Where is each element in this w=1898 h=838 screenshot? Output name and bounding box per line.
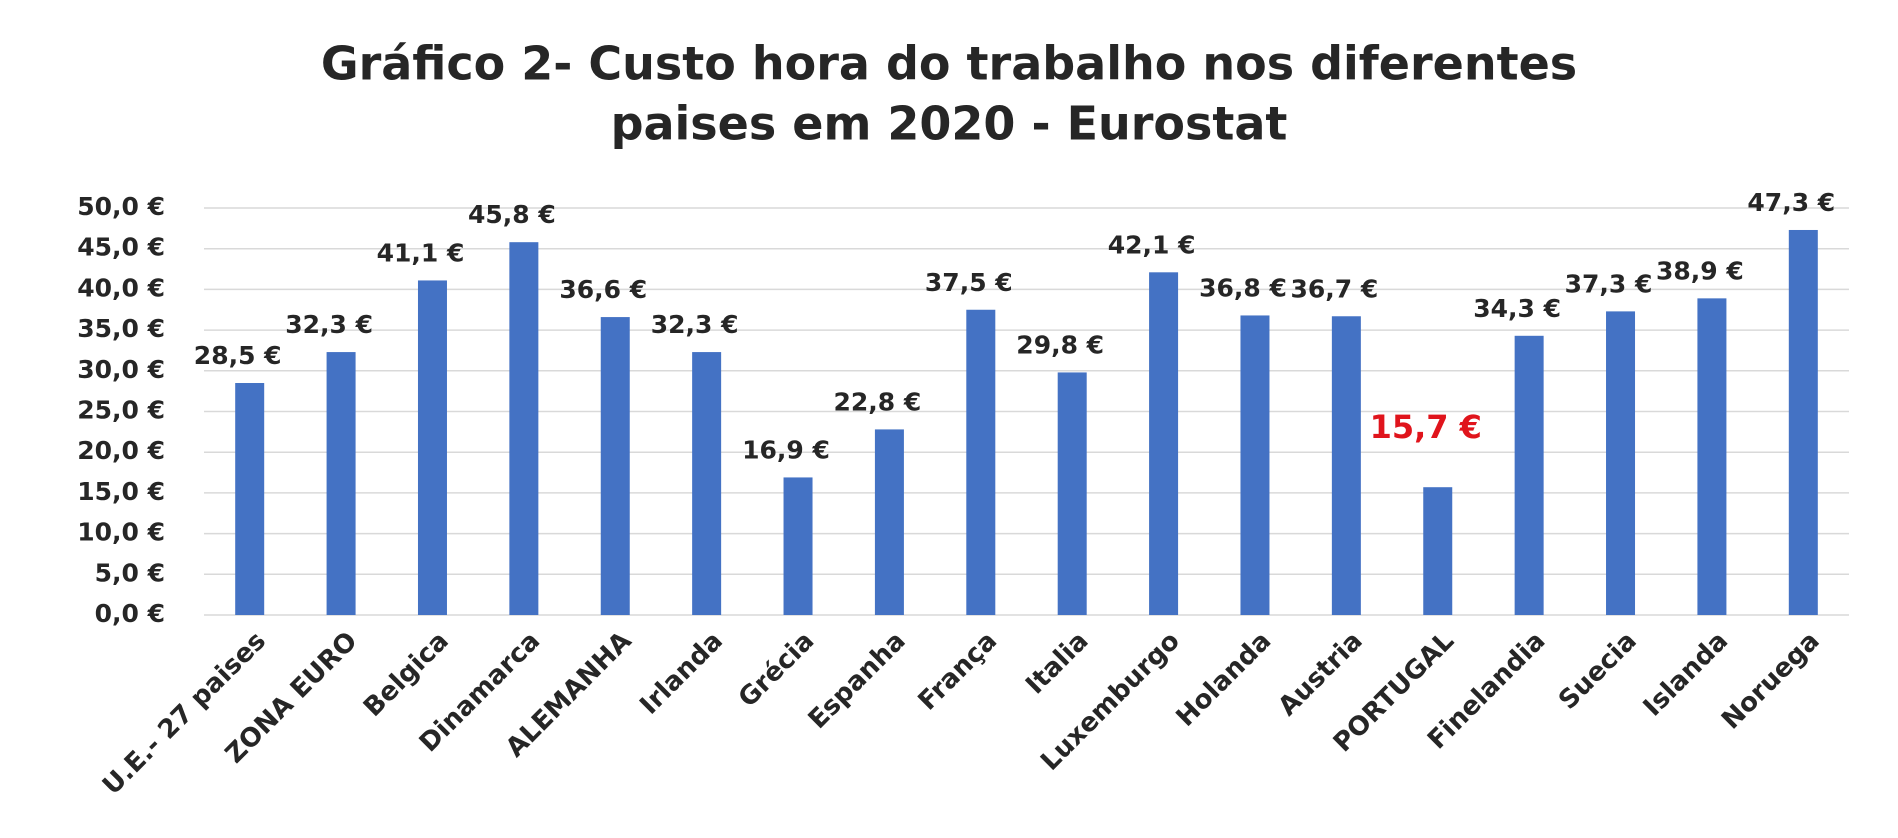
data-label: 42,1 €	[1108, 230, 1196, 259]
y-tick-label: 5,0 €	[95, 558, 165, 587]
x-tick-label: Noruega	[1716, 626, 1825, 735]
bar	[1788, 229, 1818, 615]
x-tick-label: Belgica	[358, 626, 455, 723]
bar	[966, 309, 996, 615]
data-label: 36,6 €	[559, 275, 647, 304]
data-label: 16,9 €	[742, 435, 830, 464]
y-tick-label: 25,0 €	[77, 396, 165, 425]
y-tick-label: 15,0 €	[77, 477, 165, 506]
bar	[1057, 372, 1087, 615]
bar	[1240, 315, 1270, 615]
data-label: 37,3 €	[1565, 269, 1653, 298]
y-tick-label: 50,0 €	[77, 192, 165, 221]
y-tick-label: 40,0 €	[77, 273, 165, 302]
data-label: 36,7 €	[1290, 274, 1378, 303]
y-tick-label: 35,0 €	[77, 314, 165, 343]
data-label: 32,3 €	[285, 310, 373, 339]
bar	[235, 383, 265, 615]
x-tick-label: Islanda	[1638, 626, 1734, 722]
x-tick-label: Holanda	[1171, 626, 1278, 733]
data-label: 34,3 €	[1473, 294, 1561, 323]
chart-subtitle: paises em 2020 - Eurostat	[611, 97, 1288, 151]
data-label: 38,9 €	[1656, 256, 1744, 285]
data-label: 29,8 €	[1016, 330, 1104, 359]
y-tick-label: 0,0 €	[95, 599, 165, 628]
bar	[783, 477, 813, 615]
data-label: 22,8 €	[834, 387, 922, 416]
bar	[1514, 335, 1544, 615]
data-label: 36,8 €	[1199, 273, 1287, 302]
x-tick-label: Italia	[1020, 626, 1094, 700]
y-tick-label: 30,0 €	[77, 355, 165, 384]
bar	[692, 352, 722, 615]
x-tick-label: Grécia	[733, 626, 820, 713]
data-label: 28,5 €	[194, 341, 282, 370]
x-tick-label: Austria	[1273, 626, 1369, 722]
bar	[509, 242, 539, 616]
x-tick-label: França	[913, 626, 1003, 716]
data-label: 32,3 €	[651, 310, 739, 339]
bar	[326, 352, 356, 615]
data-label: 37,5 €	[925, 268, 1013, 297]
bar	[600, 317, 630, 615]
data-label: 15,7 €	[1370, 408, 1482, 446]
data-label: 47,3 €	[1747, 188, 1835, 217]
data-label: 41,1 €	[377, 238, 465, 267]
bar	[1331, 316, 1361, 615]
data-label: 45,8 €	[468, 200, 556, 229]
bar	[1606, 311, 1636, 615]
x-tick-label: Irlanda	[634, 626, 728, 720]
bar	[1697, 298, 1727, 615]
y-tick-label: 10,0 €	[77, 518, 165, 547]
bar	[1423, 487, 1453, 615]
x-tick-label: Suecia	[1553, 626, 1643, 716]
x-tick-label: Espanha	[803, 626, 912, 735]
bar	[417, 280, 447, 615]
bar	[1149, 272, 1179, 615]
y-tick-label: 20,0 €	[77, 436, 165, 465]
bar	[874, 429, 904, 615]
x-tick-label: U.E.- 27 paises	[97, 626, 272, 801]
chart-title: Gráfico 2- Custo hora do trabalho nos di…	[321, 37, 1577, 91]
y-tick-label: 45,0 €	[77, 233, 165, 262]
